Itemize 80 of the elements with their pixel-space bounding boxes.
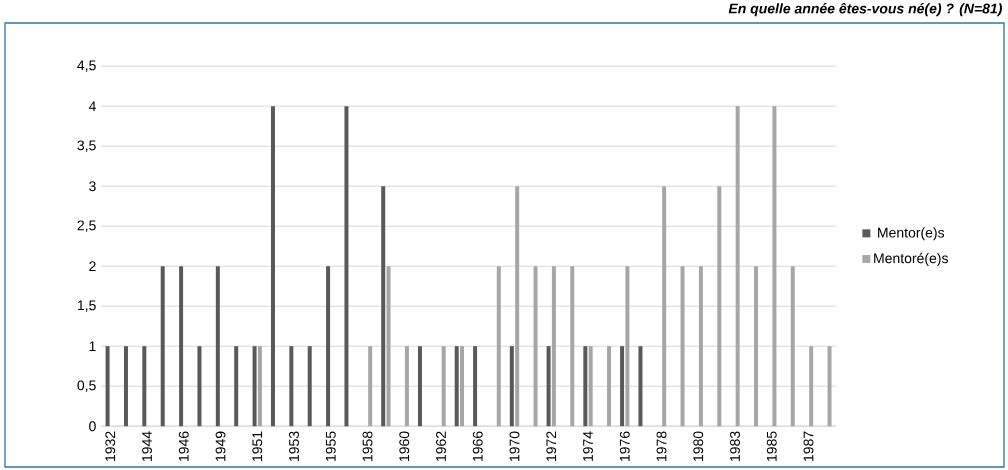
bar <box>620 346 625 427</box>
bar <box>404 346 409 427</box>
x-tick-label: 1949 <box>215 431 226 461</box>
bar <box>551 266 556 427</box>
x-tick-label: 1958 <box>362 431 373 461</box>
x-tick-label: 1951 <box>252 431 263 461</box>
bar <box>307 346 312 427</box>
bar <box>588 346 593 427</box>
bar <box>123 346 128 427</box>
bar <box>638 346 643 427</box>
bar <box>381 186 386 427</box>
x-tick-label: 1944 <box>142 431 152 461</box>
bar <box>790 266 795 427</box>
bar <box>827 346 832 427</box>
y-tick-label: 3 <box>89 181 96 192</box>
bar <box>257 346 262 427</box>
bar <box>546 346 551 427</box>
bar <box>680 266 685 427</box>
bar <box>270 106 275 427</box>
bar <box>441 346 446 427</box>
x-tick-label: 1987 <box>803 431 814 461</box>
text: En quelle année êtes-vous né(e) ? (N=81) <box>728 2 1002 17</box>
bar <box>368 346 373 427</box>
bar <box>289 346 294 427</box>
bar <box>570 266 575 427</box>
bar <box>417 346 422 427</box>
x-tick-label: 1955 <box>325 431 336 461</box>
y-tick-label: 2 <box>89 261 96 272</box>
x-tick-label: 1962 <box>436 431 446 461</box>
x-tick-label: 1976 <box>619 431 630 461</box>
x-tick-label: 1966 <box>472 431 483 461</box>
bar <box>215 266 220 427</box>
bar <box>496 266 501 427</box>
y-tick-label: 4,5 <box>77 60 96 72</box>
bar <box>625 266 630 427</box>
x-tick-label: 1978 <box>656 431 667 461</box>
bar <box>234 346 239 427</box>
bar <box>179 266 184 427</box>
bar <box>583 346 588 427</box>
bar <box>735 106 740 427</box>
bar <box>662 186 667 427</box>
y-tick-label: 2,5 <box>77 220 96 232</box>
x-tick-label: 1953 <box>289 431 299 461</box>
bar <box>754 266 759 427</box>
bar <box>698 266 703 427</box>
bar <box>142 346 147 427</box>
y-tick-label: 0,5 <box>77 380 96 392</box>
bar <box>607 346 612 427</box>
bar <box>326 266 331 427</box>
bar <box>772 106 777 427</box>
bar <box>197 346 202 427</box>
y-tick-label: 1,5 <box>77 300 96 312</box>
y-tick-label: 0 <box>89 421 96 432</box>
x-tick-label: 1972 <box>546 431 557 461</box>
bar <box>533 266 538 427</box>
bar <box>160 266 165 427</box>
bar <box>509 346 514 427</box>
bar <box>344 106 349 427</box>
legend-label: Mentor(e)s <box>878 227 945 241</box>
bar <box>460 346 465 427</box>
bar <box>105 346 110 427</box>
bar <box>473 346 478 427</box>
bar <box>454 346 459 427</box>
bar <box>515 186 520 427</box>
bar <box>809 346 814 427</box>
x-tick-label: 1932 <box>105 431 116 461</box>
x-tick-label: 1946 <box>178 431 189 461</box>
bar <box>386 266 391 427</box>
x-tick-label: 1970 <box>509 431 520 461</box>
y-tick-label: 1 <box>89 341 96 352</box>
x-tick-label: 1974 <box>583 431 593 461</box>
legend-label: Mentoré(e)s <box>874 252 948 266</box>
x-tick-label: 1980 <box>693 431 704 461</box>
x-tick-label: 1960 <box>399 431 410 461</box>
x-tick-label: 1985 <box>766 431 777 461</box>
y-tick-label: 3,5 <box>77 140 96 152</box>
bar <box>252 346 257 427</box>
y-tick-label: 4 <box>88 101 96 112</box>
bar <box>717 186 722 427</box>
x-tick-label: 1983 <box>730 431 740 461</box>
